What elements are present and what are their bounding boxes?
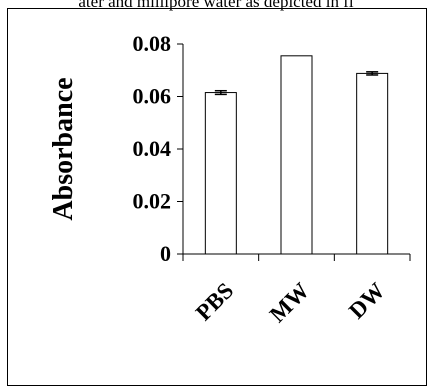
figure-frame [7,8,427,386]
x-tick-labels: PBS MW DW [191,278,390,327]
y-ticks: 0 0.02 0.04 0.06 0.08 [133,31,183,266]
caption-fragment: ater and millipore water as depicted in … [78,0,354,11]
y-tick-label: 0.08 [133,31,172,56]
x-tick-label-dw: DW [344,278,390,324]
y-tick-label: 0.02 [133,189,172,214]
bar-pbs [204,92,237,255]
y-tick-label: 0.06 [133,84,172,109]
x-tick-label-mw: MW [265,278,314,327]
y-tick-label: 0 [160,241,171,266]
x-tick-label-pbs: PBS [191,278,239,326]
bar-mw [280,55,313,255]
y-axis-title: Absorbance [48,77,79,220]
bar-dw [356,72,389,255]
bars [204,55,389,255]
y-tick-label: 0.04 [133,136,172,161]
